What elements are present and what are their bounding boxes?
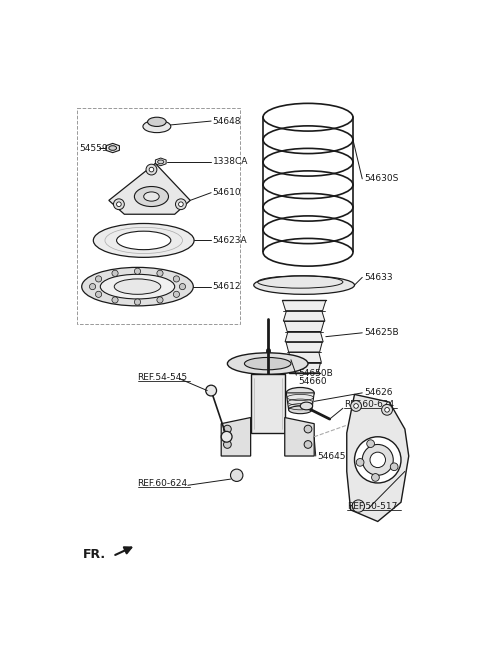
Circle shape — [221, 432, 232, 442]
Polygon shape — [285, 417, 314, 456]
Ellipse shape — [93, 224, 194, 257]
Circle shape — [134, 268, 141, 274]
Ellipse shape — [143, 120, 171, 133]
Circle shape — [352, 500, 365, 512]
Circle shape — [362, 445, 393, 475]
Circle shape — [89, 283, 96, 290]
Ellipse shape — [117, 231, 171, 250]
Text: 54645: 54645 — [317, 451, 346, 461]
Polygon shape — [106, 144, 120, 153]
Circle shape — [173, 291, 180, 297]
Ellipse shape — [82, 268, 193, 306]
Polygon shape — [286, 393, 314, 410]
Circle shape — [179, 202, 183, 207]
Text: FR.: FR. — [83, 548, 107, 561]
Text: 54648: 54648 — [213, 117, 241, 125]
Polygon shape — [156, 158, 166, 166]
Polygon shape — [288, 363, 321, 373]
Circle shape — [157, 297, 163, 303]
Ellipse shape — [300, 402, 312, 410]
Circle shape — [134, 299, 141, 305]
Ellipse shape — [134, 186, 168, 207]
Circle shape — [149, 167, 154, 172]
Circle shape — [180, 283, 186, 290]
Ellipse shape — [244, 358, 291, 370]
Ellipse shape — [144, 192, 159, 201]
Text: 54612: 54612 — [213, 282, 241, 291]
Circle shape — [117, 202, 121, 207]
Text: REF.50-517: REF.50-517 — [347, 502, 397, 511]
Text: 54633: 54633 — [364, 273, 393, 282]
Circle shape — [112, 270, 118, 276]
Circle shape — [354, 403, 359, 408]
Text: REF.60-624: REF.60-624 — [345, 400, 395, 409]
Text: 54626: 54626 — [364, 388, 392, 398]
Circle shape — [356, 459, 364, 466]
Circle shape — [224, 425, 231, 433]
Ellipse shape — [114, 279, 161, 295]
Ellipse shape — [286, 388, 314, 398]
Ellipse shape — [254, 276, 355, 295]
Circle shape — [350, 401, 361, 411]
Circle shape — [146, 164, 157, 175]
Circle shape — [382, 405, 393, 415]
Text: 54650B: 54650B — [298, 369, 333, 378]
Text: 54623A: 54623A — [213, 236, 247, 245]
Polygon shape — [284, 321, 324, 331]
Polygon shape — [221, 417, 251, 456]
Circle shape — [112, 297, 118, 303]
Circle shape — [96, 276, 102, 282]
Text: 1338CA: 1338CA — [213, 157, 248, 167]
Text: 54625B: 54625B — [364, 328, 398, 337]
Ellipse shape — [109, 146, 117, 150]
Polygon shape — [283, 311, 325, 321]
Ellipse shape — [288, 406, 312, 414]
Ellipse shape — [157, 160, 164, 164]
Circle shape — [390, 463, 398, 470]
Circle shape — [206, 385, 216, 396]
Circle shape — [113, 199, 124, 210]
Circle shape — [173, 276, 180, 282]
Polygon shape — [287, 352, 322, 363]
Polygon shape — [286, 342, 322, 352]
Circle shape — [367, 440, 374, 447]
Ellipse shape — [147, 117, 166, 127]
Circle shape — [176, 199, 186, 210]
Ellipse shape — [100, 274, 175, 299]
Circle shape — [96, 291, 102, 297]
Text: REF.60-624: REF.60-624 — [137, 480, 188, 488]
Polygon shape — [109, 163, 190, 215]
Polygon shape — [282, 300, 326, 311]
Text: 54660: 54660 — [298, 377, 326, 386]
Circle shape — [370, 452, 385, 468]
Ellipse shape — [228, 353, 308, 375]
Polygon shape — [285, 331, 323, 342]
Circle shape — [230, 469, 243, 482]
Text: REF.54-545: REF.54-545 — [137, 373, 188, 382]
Polygon shape — [347, 394, 409, 522]
Circle shape — [224, 441, 231, 448]
Circle shape — [355, 437, 401, 483]
Circle shape — [304, 425, 312, 433]
Circle shape — [372, 474, 379, 482]
Text: 54630S: 54630S — [364, 174, 398, 183]
Circle shape — [304, 441, 312, 448]
Text: 54610: 54610 — [213, 188, 241, 197]
Text: 54559: 54559 — [79, 144, 108, 153]
Polygon shape — [251, 375, 285, 433]
Circle shape — [157, 270, 163, 276]
Circle shape — [385, 407, 389, 412]
